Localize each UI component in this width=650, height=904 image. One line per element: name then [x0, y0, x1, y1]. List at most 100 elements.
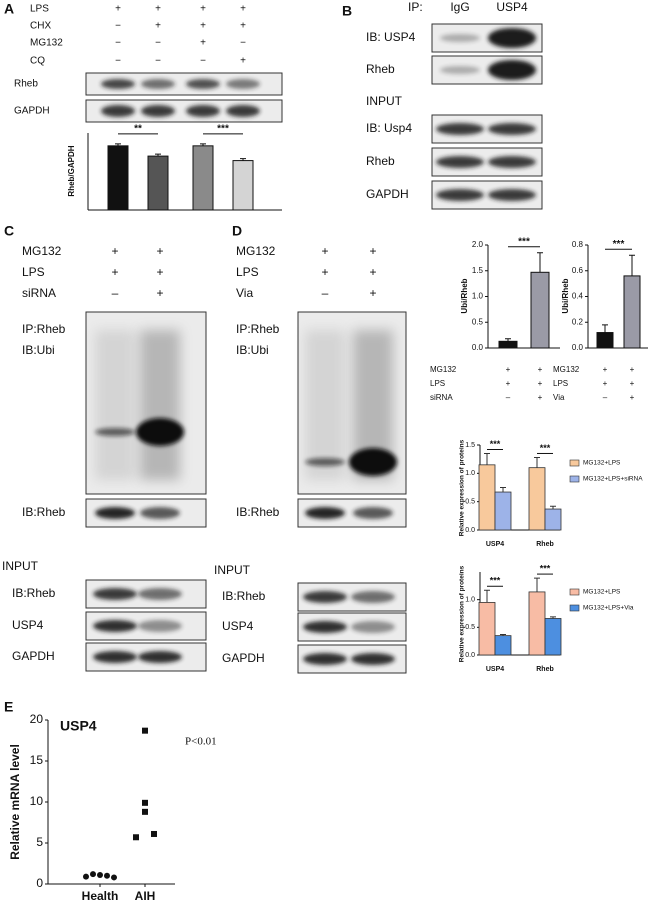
treatment-label: Via [236, 286, 253, 300]
blot-band [436, 189, 484, 201]
y-tick-label: 0.5 [465, 499, 475, 506]
blot-band [141, 79, 175, 89]
blot-band [186, 105, 220, 117]
y-tick-label: 5 [36, 835, 43, 849]
blot-smear [140, 330, 180, 480]
treatment-sign: + [321, 265, 328, 279]
significance-label: *** [217, 124, 229, 135]
treatment-sign: + [538, 393, 543, 402]
blot-band [305, 507, 345, 519]
legend-label: MG132+LPS [583, 589, 621, 596]
bar [544, 508, 562, 531]
chart-title: USP4 [60, 718, 97, 734]
treatment-sign: + [240, 56, 246, 67]
treatment-label: LPS [22, 265, 45, 279]
treatment-label: siRNA [430, 393, 453, 402]
y-tick-label: 2.0 [472, 240, 484, 249]
blot-band [488, 156, 536, 168]
treatment-sign: + [156, 244, 163, 258]
y-tick-label: 0.5 [472, 317, 484, 326]
bar [478, 602, 496, 656]
treatment-sign: + [630, 365, 635, 374]
blot-label: IB: Usp4 [366, 121, 412, 135]
blot-label: IB: USP4 [366, 30, 416, 44]
legend-label: MG132+LPS+Via [583, 605, 634, 612]
data-point [142, 808, 148, 815]
y-tick-label: 0.2 [572, 317, 584, 326]
bar [494, 491, 512, 531]
treatment-sign: − [155, 56, 161, 67]
blot-band [226, 79, 260, 89]
blot-band [488, 189, 536, 201]
blot-band [488, 60, 536, 80]
treatment-sign: + [369, 244, 376, 258]
error-bar [537, 252, 543, 273]
significance-label: *** [540, 563, 551, 573]
blot-band [303, 621, 347, 633]
blot-band [140, 507, 180, 519]
blot-band [488, 28, 536, 48]
y-tick-label: 0.8 [572, 240, 584, 249]
blot-band [351, 653, 395, 665]
blot-band [138, 651, 182, 663]
y-axis-label: Relative expression of proteins [459, 565, 466, 662]
blot-label: IB:Rheb [22, 505, 66, 519]
error-bar [550, 616, 556, 619]
y-tick-label: 15 [30, 753, 44, 767]
blot-label: GAPDH [14, 106, 50, 117]
treatment-sign: + [240, 4, 246, 15]
blot-band [488, 123, 536, 135]
bar [623, 275, 641, 349]
treatment-sign: − [115, 21, 121, 32]
treatment-label: siRNA [22, 286, 56, 300]
x-tick-label: USP4 [486, 666, 504, 673]
legend-swatch [569, 459, 580, 467]
treatment-sign: + [155, 21, 161, 32]
blot-band [101, 105, 135, 117]
y-tick-label: 0 [36, 876, 43, 890]
error-bar [500, 634, 506, 636]
error-bar [505, 338, 511, 342]
ip-label: IB:Ubi [236, 343, 269, 357]
bar [494, 635, 512, 656]
blot-band [95, 507, 135, 519]
error-bar [240, 158, 246, 161]
annotation: P<0.01 [185, 736, 217, 748]
error-bar [155, 153, 161, 157]
treatment-sign: + [200, 21, 206, 32]
treatment-label: LPS [30, 4, 49, 15]
x-tick-label: AIH [135, 889, 156, 903]
treatment-sign: + [240, 21, 246, 32]
lane-label: IgG [450, 0, 469, 14]
data-point [142, 799, 148, 806]
blot-label: GAPDH [12, 649, 55, 663]
significance-label: *** [490, 439, 501, 449]
legend-label: MG132+LPS+siRNA [583, 476, 643, 483]
blot-band [93, 588, 137, 600]
blot-band [186, 79, 220, 89]
treatment-sign: + [156, 286, 163, 300]
blot-band [93, 620, 137, 632]
input-label: INPUT [2, 559, 39, 573]
y-tick-label: 1.5 [465, 442, 475, 449]
treatment-sign: + [630, 393, 635, 402]
blot-label: GAPDH [222, 651, 265, 665]
error-bar [629, 254, 635, 276]
treatment-sign: − [115, 38, 121, 49]
error-bar [550, 505, 556, 510]
treatment-sign: – [603, 393, 608, 402]
bar [192, 145, 214, 211]
blot [85, 99, 283, 123]
treatment-sign: + [115, 4, 121, 15]
x-tick-label: Rheb [536, 541, 554, 548]
panel-letter: E [4, 699, 13, 715]
input-label: INPUT [214, 563, 251, 577]
treatment-sign: + [603, 365, 608, 374]
data-point [90, 871, 96, 878]
y-tick-label: 0.6 [572, 266, 584, 275]
bar [530, 271, 550, 349]
blot-label: USP4 [222, 619, 254, 633]
blot-band [93, 651, 137, 663]
error-bar [115, 143, 121, 146]
